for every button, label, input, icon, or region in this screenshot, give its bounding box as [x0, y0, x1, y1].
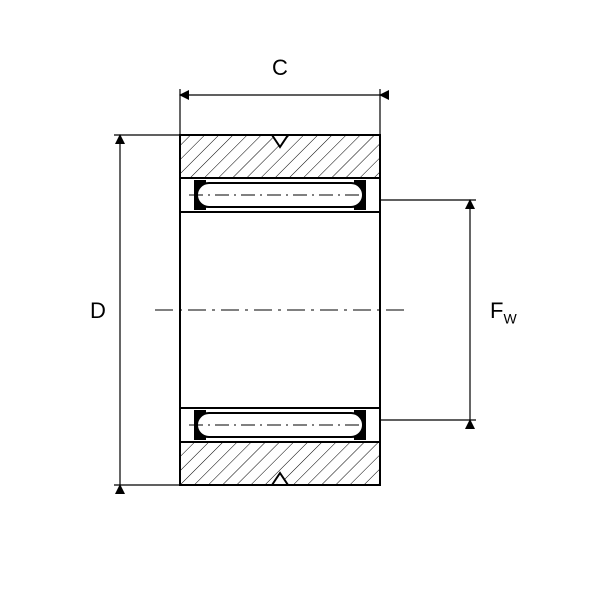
- bearing-diagram: C D FW: [0, 0, 600, 600]
- dim-label-d: D: [90, 298, 106, 324]
- dim-fw-sub: W: [503, 310, 516, 326]
- dim-fw-main: F: [490, 298, 503, 323]
- dim-label-fw: FW: [490, 298, 517, 326]
- dim-label-c: C: [272, 55, 288, 81]
